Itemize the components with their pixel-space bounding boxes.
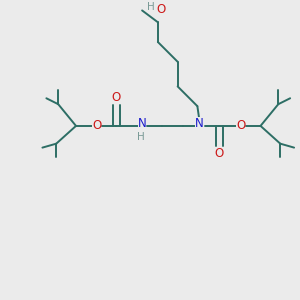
Text: H: H	[147, 2, 155, 13]
Text: O: O	[236, 119, 245, 132]
Text: O: O	[92, 119, 101, 132]
Text: O: O	[214, 147, 224, 160]
Text: H: H	[137, 132, 145, 142]
Text: N: N	[138, 117, 146, 130]
Text: N: N	[195, 117, 204, 130]
Text: O: O	[156, 3, 166, 16]
Text: O: O	[112, 91, 121, 104]
